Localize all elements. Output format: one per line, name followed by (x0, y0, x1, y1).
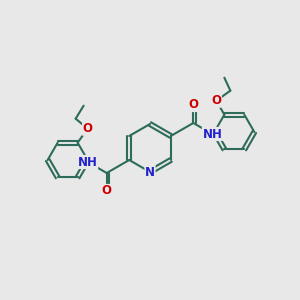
Text: NH: NH (78, 155, 98, 169)
Text: N: N (145, 166, 155, 178)
Text: NH: NH (202, 128, 222, 140)
Text: O: O (102, 184, 112, 197)
Text: O: O (82, 122, 93, 135)
Text: O: O (212, 94, 221, 107)
Text: O: O (188, 98, 198, 112)
